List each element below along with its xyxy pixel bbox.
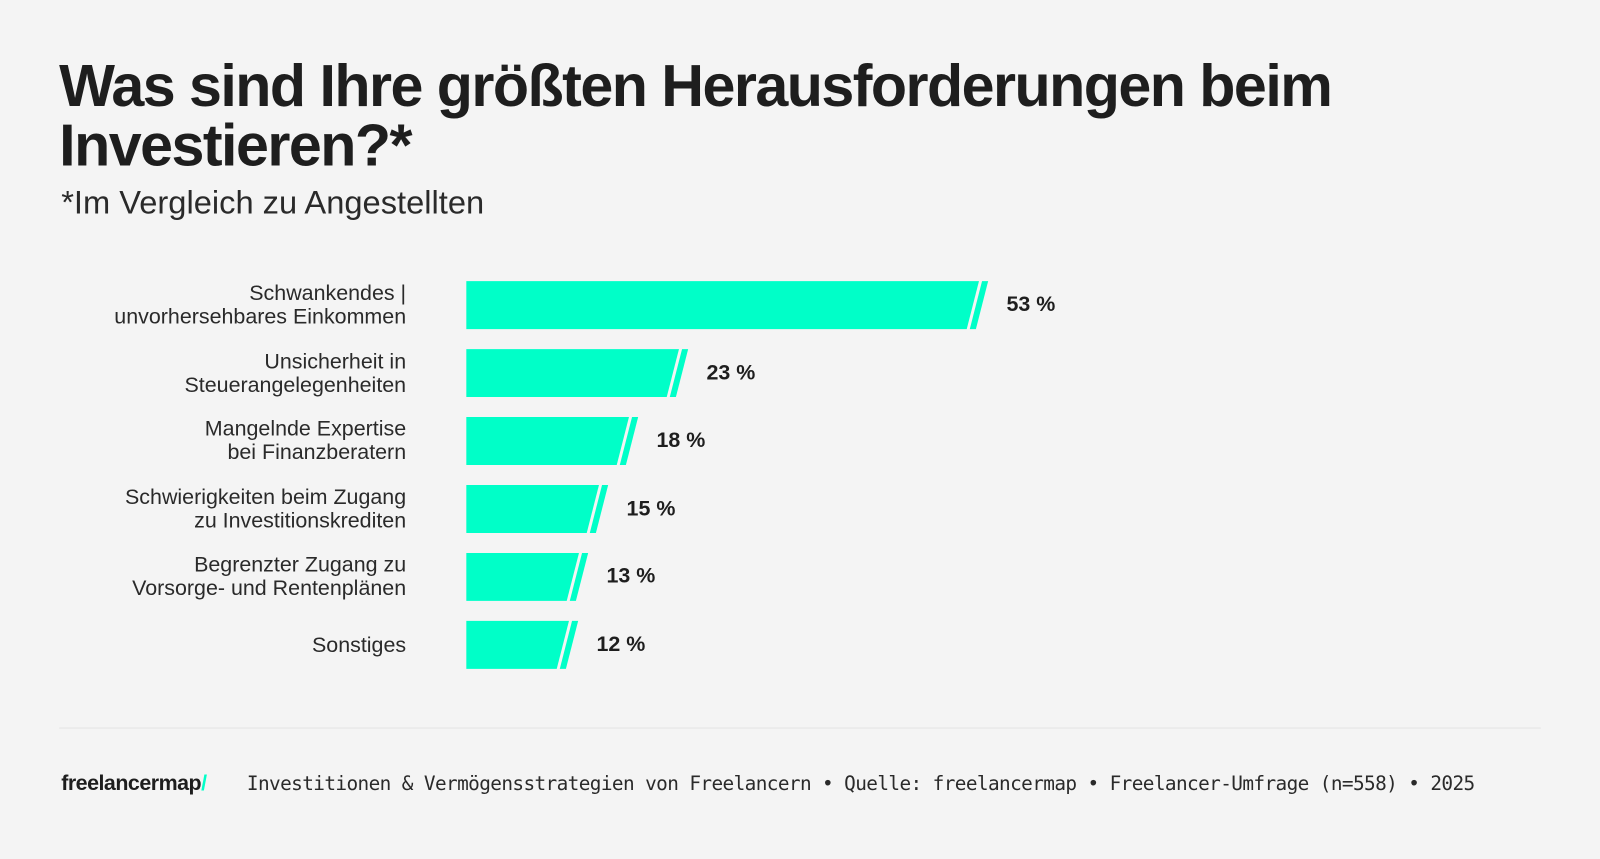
freelancermap-logo: freelancermap/ <box>61 771 207 795</box>
value-label: 53 % <box>1006 292 1056 317</box>
bar <box>466 620 569 669</box>
value-label: 12 % <box>596 632 646 657</box>
value-label: 23 % <box>706 360 756 385</box>
bar-end-slash <box>569 552 589 601</box>
value-label: 18 % <box>656 428 706 453</box>
category-label: Schwankendes | unvorhersehbares Einkomme… <box>114 281 407 329</box>
bar-end-slash <box>669 349 689 398</box>
bar <box>466 417 629 465</box>
bar-end-slash <box>619 417 639 465</box>
value-label: 15 % <box>626 496 676 521</box>
logo-slash: / <box>201 771 207 795</box>
bar-end-slash <box>559 620 579 669</box>
value-label: 13 % <box>606 564 656 589</box>
source-line: Investitionen & Vermögensstrategien von … <box>246 772 1475 795</box>
category-label: Schwierigkeiten beim Zugang zu Investiti… <box>125 485 407 533</box>
category-label: Unsicherheit in Steuerangelegenheiten <box>184 349 407 397</box>
logo-text: freelancermap <box>61 771 202 795</box>
bar-end-slash <box>969 281 989 330</box>
bar-end-slash <box>589 484 609 533</box>
category-label: Mangelnde Expertise bei Finanzberatern <box>204 417 407 465</box>
chart-title: Was sind Ihre größten Herausforderungen … <box>59 53 1333 179</box>
divider <box>59 727 1541 729</box>
category-label: Sonstiges <box>312 633 407 657</box>
chart-subtitle: *Im Vergleich zu Angestellten <box>61 183 485 221</box>
bar <box>466 281 979 330</box>
bar-chart <box>466 281 989 669</box>
category-label: Begrenzter Zugang zu Vorsorge- und Rente… <box>132 553 407 601</box>
bar <box>466 349 679 398</box>
bar <box>466 484 599 533</box>
bar <box>466 552 579 601</box>
